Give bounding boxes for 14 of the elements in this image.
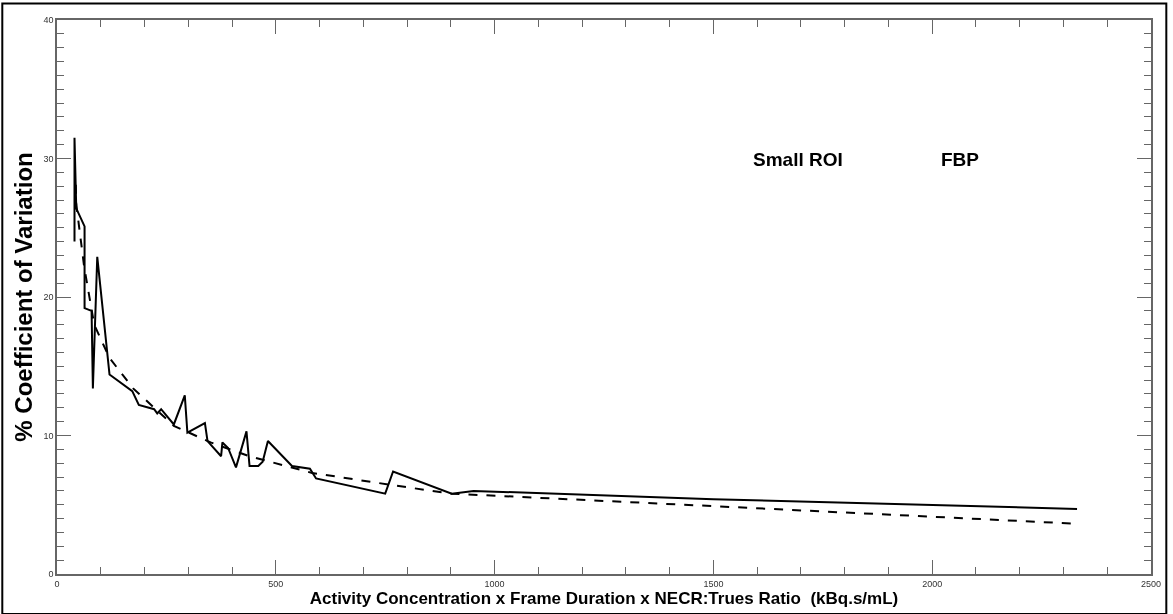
annotation: Small ROI xyxy=(753,149,843,170)
y-tick-label: 20 xyxy=(43,292,54,303)
y-tick-label: 30 xyxy=(43,153,54,164)
x-tick-label: 1500 xyxy=(703,578,724,589)
x-tick-label: 2500 xyxy=(1140,578,1162,589)
annotation: FBP xyxy=(941,149,980,170)
y-tick-label: 40 xyxy=(43,15,54,26)
x-tick-label: 2000 xyxy=(922,578,943,589)
x-tick-label: 1000 xyxy=(484,578,505,589)
y-axis-title: % Coefficient of Variation xyxy=(10,152,38,442)
y-tick-label: 10 xyxy=(43,430,54,441)
x-axis-title: Activity Concentration x Frame Duration x NECR:Trues Ratio (kBq.s/mL) xyxy=(309,588,899,608)
x-tick-label: 500 xyxy=(268,578,284,589)
y-tick-label: 0 xyxy=(48,569,54,580)
